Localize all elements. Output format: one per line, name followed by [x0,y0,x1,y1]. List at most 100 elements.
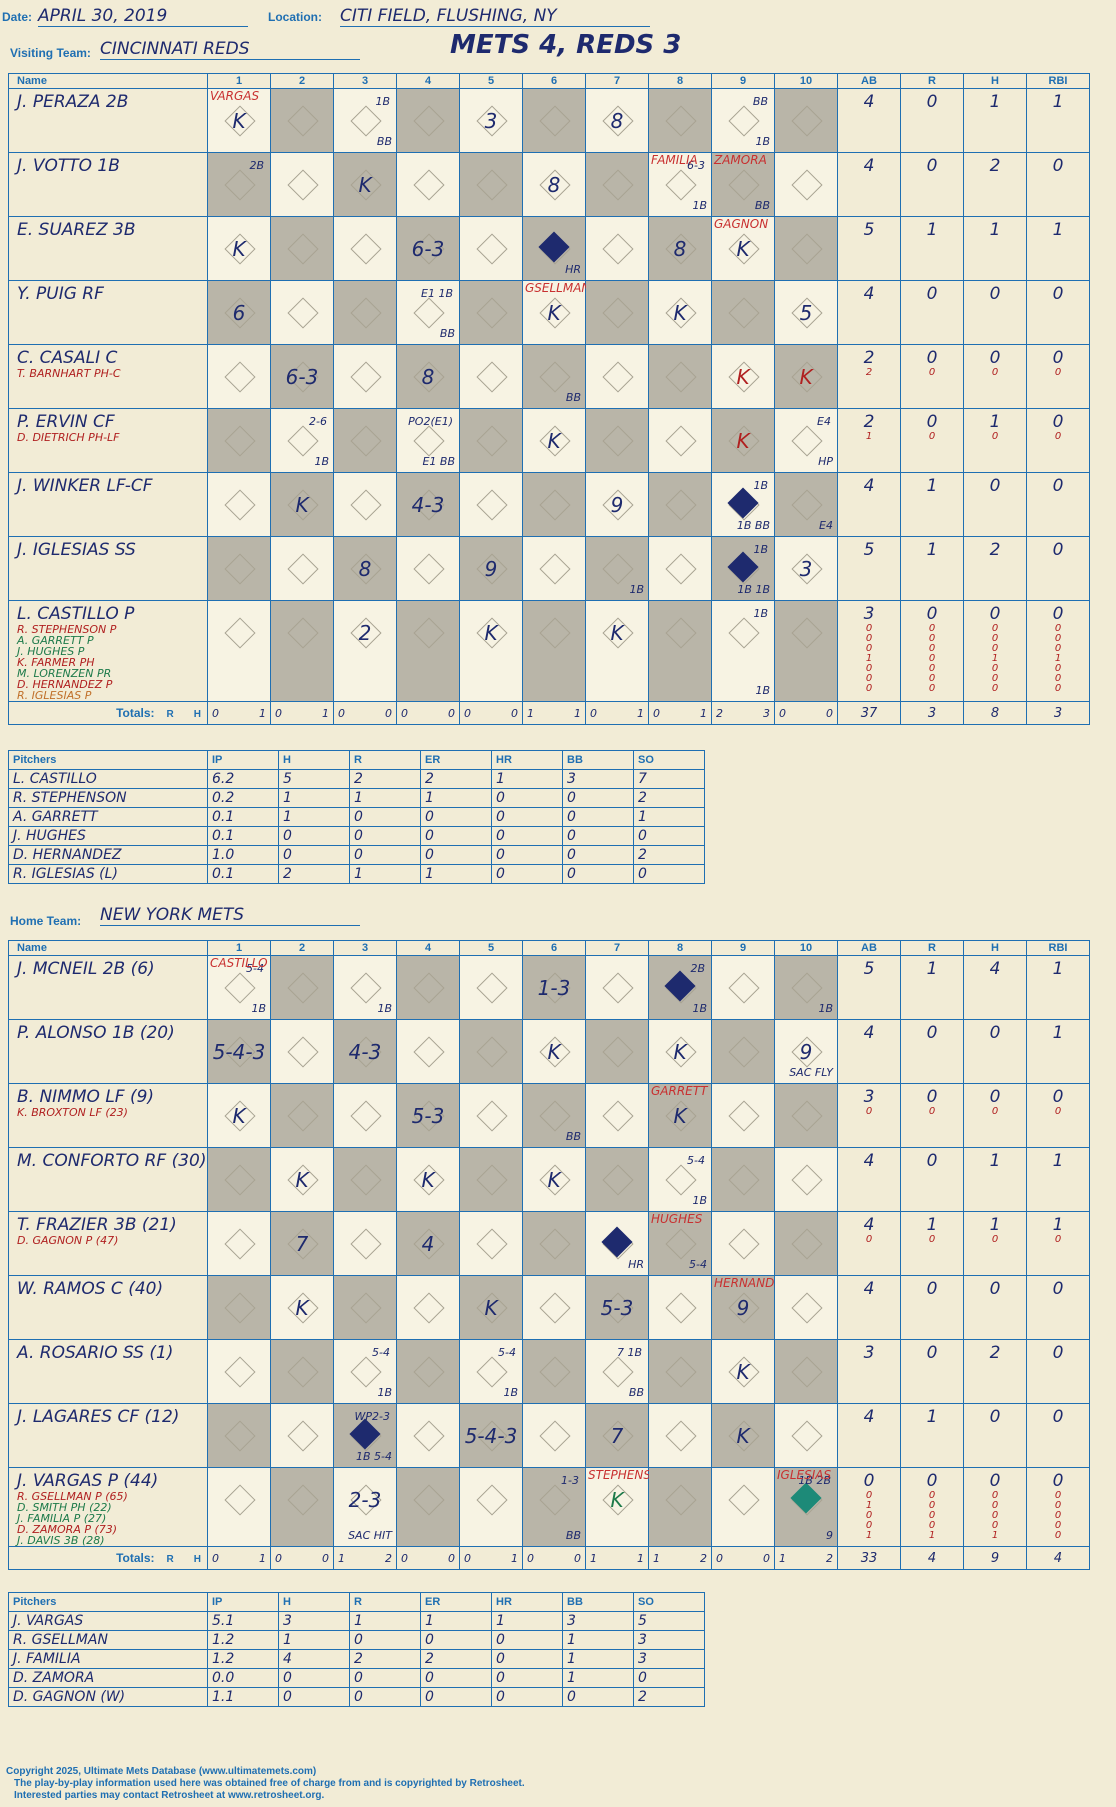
pitcher-name: J. FAMILIA [8,1649,208,1669]
play-note-top: 1B [753,479,768,492]
play-note-top: 1B 2B [798,1474,831,1487]
stat-value: 5 [863,540,875,560]
inning-cell [459,344,523,409]
inning-cell [522,1339,586,1404]
inning-cell [774,1339,838,1404]
pitcher-stat: 3 [278,1611,350,1631]
stat-total-cell: 33 [837,1546,901,1570]
inning-cell: BB [522,344,586,409]
pitching-change-note: GARRETT [651,1084,708,1098]
pitcher-name: D. GAGNON (W) [8,1687,208,1707]
pitcher-stat: 7 [633,769,705,789]
stat-cell: 5 [837,536,901,601]
inning-cell [648,88,712,153]
stat-total-cell: 3 [1026,701,1090,725]
substitute-stat-value: 0 [928,683,936,694]
base-diamond [288,170,316,198]
pitcher-table-header: HR [491,1592,563,1612]
inning-cell [333,1211,397,1276]
inning-cell: K STEPHENSON [585,1467,669,1547]
pitcher-stat: 1 [633,807,705,827]
base-diamond [414,618,442,646]
base-diamond [351,973,379,1001]
stat-cell: 4 [837,1403,901,1468]
game-location: CITI FIELD, FLUSHING, NY [340,6,650,27]
base-diamond [225,618,253,646]
stat-value: 4 [863,476,875,496]
base-diamond [603,1037,631,1065]
inning-hits: 1 [700,706,707,720]
inning-cell [459,1147,523,1212]
inning-header: 9 [711,940,775,956]
base-diamond [729,170,757,198]
batter-row: A. ROSARIO SS (1) 5-4 1B 5-4 1B 7 1B BB K 3 0 2 0 [8,1339,1090,1404]
play-note-bottom: 1B BB [736,519,770,532]
base-diamond [288,234,316,262]
inning-cell: 4 [396,1211,460,1276]
inning-cell [585,1147,649,1212]
pitcher-table-header: Pitchers [8,750,208,770]
inning-cell [522,1403,586,1468]
substitute-stat-value: 0 [991,431,999,442]
pitcher-stat: 0 [420,1687,492,1707]
substitute-stat-value: 0 [991,1106,999,1117]
base-diamond [729,1485,757,1513]
play-result: K [232,1104,246,1128]
inning-hits: 3 [763,706,770,720]
name-column-header: Name [8,73,208,89]
pitcher-stat: 2 [349,1649,421,1669]
inning-cell [648,344,712,409]
substitute-stat-value: 0 [991,633,999,644]
inning-cell [459,1211,523,1276]
inning-hits: 0 [448,1551,455,1565]
stat-cell: 0 [963,472,1027,537]
pitcher-stat: 0 [633,1668,705,1688]
play-result: K [295,493,309,517]
play-result: K [610,1488,624,1512]
stat-cell: 5 [837,955,901,1020]
pitcher-row: L. CASTILLO 6.2 5 2 2 1 3 7 [8,769,705,789]
inning-cell [270,536,334,601]
base-diamond [351,1101,379,1129]
batter-row: P. ERVIN CF D. DIETRICH PH-LF 2-6 1B PO2(E1)… [8,408,1090,473]
stat-value: 1 [1052,220,1064,240]
pitcher-row: J. HUGHES 0.1 0 0 0 0 0 0 [8,826,705,846]
stat-value: 0 [989,348,1001,368]
inning-cell: E1 1B BB [396,280,460,345]
home-team-name: NEW YORK METS [100,905,360,926]
inning-cell: 1B 1B 1B [711,536,775,601]
inning-runs: 0 [653,706,660,720]
play-result: K [673,1104,687,1128]
pitcher-name: A. GARRETT [8,807,208,827]
inning-cell [270,1339,334,1404]
inning-header: 7 [585,940,649,956]
substitute-stat-value: 0 [991,1234,999,1245]
inning-runs: 0 [212,706,219,720]
pitching-change-note: HERNANDEZ [714,1276,791,1290]
batter-row: L. CASTILLO P R. STEPHENSON P A. GARRETT P… [8,600,1090,702]
batter-name: J. IGLESIAS SS [17,540,136,560]
substitute-stat-value: 0 [1054,1106,1062,1117]
play-note-top: 1B [375,95,390,108]
inning-header: 6 [522,73,586,89]
stat-cell: 3 [837,1339,901,1404]
inning-cell: 6-3 [270,344,334,409]
inning-hits: 0 [448,706,455,720]
stat-value: 5 [863,959,875,979]
substitute-stat-value: 0 [865,643,873,654]
pitcher-stat: 3 [633,1649,705,1669]
inning-cell [774,88,838,153]
inning-cell [711,1211,775,1276]
inning-cell [207,1467,271,1547]
inning-cell: 6-3 [396,216,460,281]
stat-cell: 5 [837,216,901,281]
pitcher-stat: 3 [562,769,634,789]
inning-runs: 1 [590,1551,597,1565]
inning-cell: K [711,344,775,409]
